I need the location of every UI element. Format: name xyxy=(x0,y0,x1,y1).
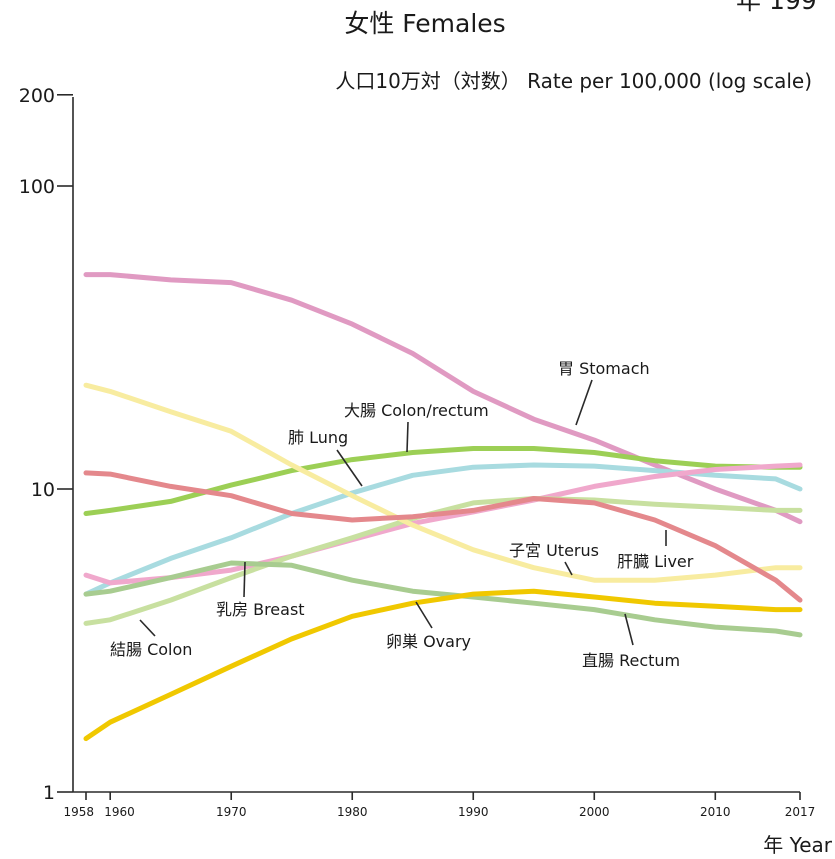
series-line xyxy=(83,382,803,583)
x-tick-label: 1960 xyxy=(104,805,135,819)
series-label: 乳房 Breast xyxy=(216,600,305,619)
x-tick-label: 2000 xyxy=(579,805,610,819)
series-label-leader xyxy=(336,449,363,487)
x-tick-label: 2010 xyxy=(700,805,731,819)
x-tick-label: 2017 xyxy=(785,805,816,819)
y-tick-label: 1 xyxy=(43,782,55,804)
series-label: 大腸 Colon/rectum xyxy=(344,401,489,420)
series-line xyxy=(83,272,803,525)
y-tick-label: 100 xyxy=(19,176,55,198)
series-line xyxy=(83,496,803,626)
series-label: 肺 Lung xyxy=(288,428,348,447)
x-tick-label: 1970 xyxy=(216,805,247,819)
series-line xyxy=(83,588,803,742)
series-label-leader xyxy=(575,379,593,426)
series-line xyxy=(83,560,803,638)
series-labels: 胃 Stomach 大腸 Colon/rectum 肺 Lung 乳房 Breast 結… xyxy=(110,359,694,670)
series-label-leader xyxy=(406,421,409,453)
series-line xyxy=(83,462,803,597)
series-label: 肝臓 Liver xyxy=(617,552,694,571)
series-label-leader xyxy=(415,601,433,629)
series-label-leader xyxy=(139,619,156,637)
y-tick-label: 10 xyxy=(31,479,55,501)
series-lines xyxy=(83,272,803,742)
x-tick-label: 1990 xyxy=(458,805,489,819)
series-label-leader xyxy=(243,561,246,598)
y-axis-label: 人口10万対（対数） Rate per 100,000 (log scale) xyxy=(335,69,812,93)
x-tick-label: 1958 xyxy=(63,805,94,819)
chart-title: 女性 Females xyxy=(344,9,505,38)
series-line xyxy=(83,446,803,516)
series-label: 直腸 Rectum xyxy=(582,651,680,670)
series-label: 結腸 Colon xyxy=(110,640,192,659)
y-tick-label: 200 xyxy=(19,85,55,107)
series-line xyxy=(83,470,803,603)
series-label: 胃 Stomach xyxy=(558,359,650,378)
x-axis-label: 年 Year xyxy=(763,833,832,857)
x-tick-label: 1980 xyxy=(337,805,368,819)
series-label-leader xyxy=(624,613,634,646)
series-label-leader xyxy=(564,561,573,576)
x-ticks: 1958 1960 1970 1980 1990 2000 2010 2017 xyxy=(63,792,815,819)
corner-fragment: 年 199 xyxy=(736,0,817,15)
y-ticks: 1 10 100 200 xyxy=(19,85,73,804)
series-label: 卵巣 Ovary xyxy=(386,632,471,651)
series-label: 子宮 Uterus xyxy=(509,541,599,560)
